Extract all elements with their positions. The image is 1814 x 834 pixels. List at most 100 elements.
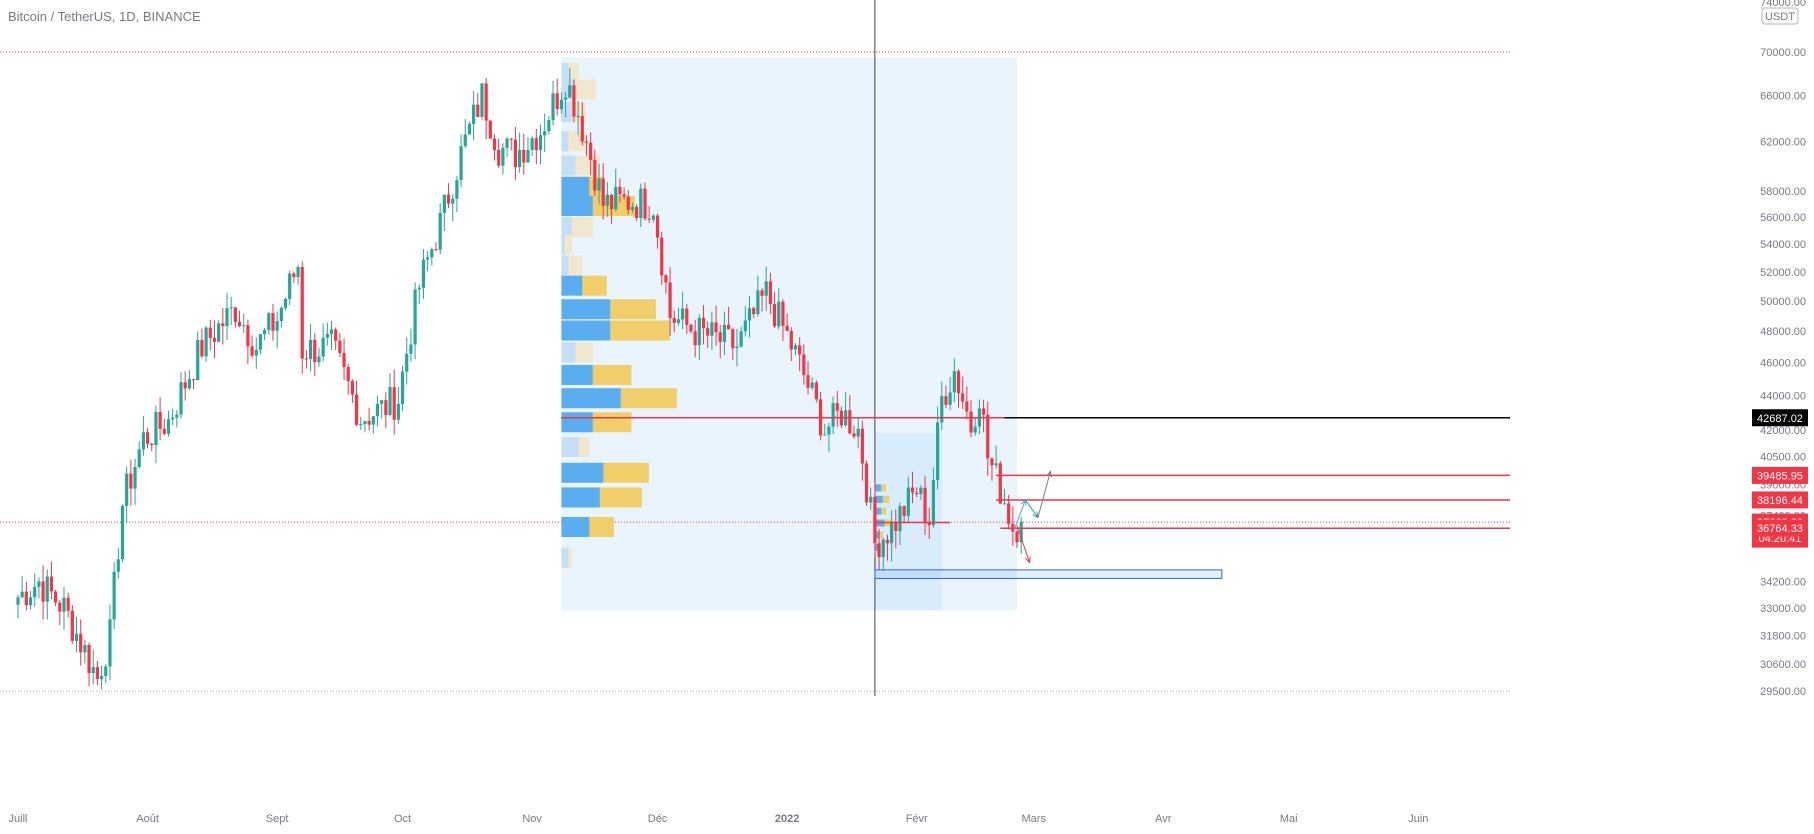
price-axis-tick-label: 52000.00 <box>1760 267 1806 279</box>
volume-profile-up-bar <box>561 547 569 568</box>
candle-body <box>647 218 651 220</box>
candle-body <box>354 394 359 425</box>
candle-body <box>869 496 873 503</box>
support-zone-rectangle[interactable] <box>874 569 1223 579</box>
projection-arrow-line[interactable] <box>1012 499 1026 534</box>
candle-body <box>630 206 635 210</box>
candle-body <box>304 358 309 360</box>
candle-body <box>187 379 191 389</box>
time-axis[interactable]: Juill Août Sept Oct Nov Déc 2022 Févr Mars Avr Mai… <box>9 813 1429 825</box>
projection-arrow-line[interactable] <box>1016 525 1031 563</box>
candle-body <box>722 324 727 342</box>
volume-profile-up-bar <box>561 155 576 176</box>
time-axis-tick-label: Sept <box>266 813 289 825</box>
price-badge-label: 38196.44 <box>1757 495 1803 507</box>
projection-arrow-line[interactable] <box>1037 471 1051 518</box>
candle-body <box>16 597 20 605</box>
candle-body <box>743 320 747 332</box>
candle-body <box>593 159 597 191</box>
time-axis-tick-label: Mai <box>1280 813 1298 825</box>
candle-body <box>635 206 639 218</box>
candle-body <box>212 337 217 342</box>
candle-body <box>885 539 890 544</box>
price-axis-tick-label: 29500.00 <box>1760 686 1806 698</box>
candle-body <box>881 539 885 558</box>
price-badge-label: 36764.33 <box>1757 523 1803 535</box>
candle-body <box>434 249 438 251</box>
candle-body <box>768 281 772 305</box>
volume-profile-up-bar <box>561 176 590 197</box>
projection-arrow-line[interactable] <box>1024 499 1039 518</box>
candle-body <box>380 400 384 404</box>
volume-profile-up-bar <box>561 516 590 537</box>
candle-body <box>501 147 505 166</box>
candle-body <box>237 321 242 327</box>
volume-profile-down-bar <box>568 255 583 276</box>
price-axis-tick-label: 54000.00 <box>1760 239 1806 251</box>
candle-body <box>288 273 292 299</box>
currency-badge-label: USDT <box>1765 11 1795 23</box>
volume-profile-up-bar <box>561 255 569 276</box>
candle-body <box>676 319 681 323</box>
candle-body <box>609 194 614 210</box>
candle-body <box>300 266 304 359</box>
candle-body <box>772 304 777 327</box>
candle-body <box>894 521 898 532</box>
candle-body <box>718 332 722 342</box>
time-axis-tick-label: Nov <box>522 813 542 825</box>
candle-body <box>706 328 710 336</box>
candle-body <box>547 120 551 132</box>
volume-profile-up-bar <box>561 388 621 409</box>
candle-body <box>400 371 405 404</box>
price-axis-tick-label: 44000.00 <box>1760 390 1806 402</box>
candle-body <box>388 387 392 416</box>
arrowhead-icon <box>1046 470 1053 478</box>
candle-body <box>350 381 354 395</box>
candle-body <box>919 487 923 495</box>
candle-body <box>727 324 731 330</box>
candle-body <box>543 131 547 136</box>
candle-body <box>651 215 655 220</box>
candle-body <box>518 149 522 167</box>
candle-body <box>714 322 718 333</box>
candle-body <box>1019 522 1023 543</box>
candle-body <box>158 412 162 429</box>
horizontal-levels <box>561 417 1510 529</box>
candle-body <box>890 521 894 544</box>
candle-body <box>371 416 375 425</box>
candle-body <box>267 313 271 330</box>
price-axis[interactable]: 70000.00 66000.00 62000.00 58000.00 56000.00… <box>1760 0 1806 698</box>
time-axis-tick-label: Déc <box>648 813 668 825</box>
candle-body <box>484 83 488 121</box>
candle-body <box>513 139 518 167</box>
candle-body <box>334 329 338 341</box>
volume-profile-down-bar <box>881 484 887 492</box>
candle-body <box>150 443 154 445</box>
candle-body <box>321 337 325 357</box>
candle-body <box>572 85 576 117</box>
candle-body <box>981 408 986 415</box>
volume-profile-up-bar <box>561 487 600 508</box>
candle-body <box>116 559 120 572</box>
price-badge-label: 39485.95 <box>1757 470 1803 482</box>
candle-body <box>171 417 175 420</box>
price-axis-tick-label: 34200.00 <box>1760 577 1806 589</box>
candle-body <box>129 473 133 489</box>
candle-body <box>405 353 409 372</box>
chart-background-layer <box>0 0 1510 696</box>
volume-profile-up-bar <box>561 62 569 83</box>
time-axis-tick-label: Mars <box>1022 813 1047 825</box>
candle-body <box>902 506 906 516</box>
volume-profile-down-bar <box>571 217 593 238</box>
candle-body <box>421 259 426 288</box>
candle-body <box>375 403 380 417</box>
currency-badge[interactable] <box>1761 7 1799 25</box>
candle-body <box>626 196 630 210</box>
price-badge <box>1752 519 1808 537</box>
candle-body <box>534 138 538 151</box>
volume-profile-up-bar <box>874 531 880 539</box>
volume-profile-up-bar <box>561 131 569 152</box>
volume-profile-down-bar <box>592 364 632 385</box>
candle-body <box>639 188 643 218</box>
